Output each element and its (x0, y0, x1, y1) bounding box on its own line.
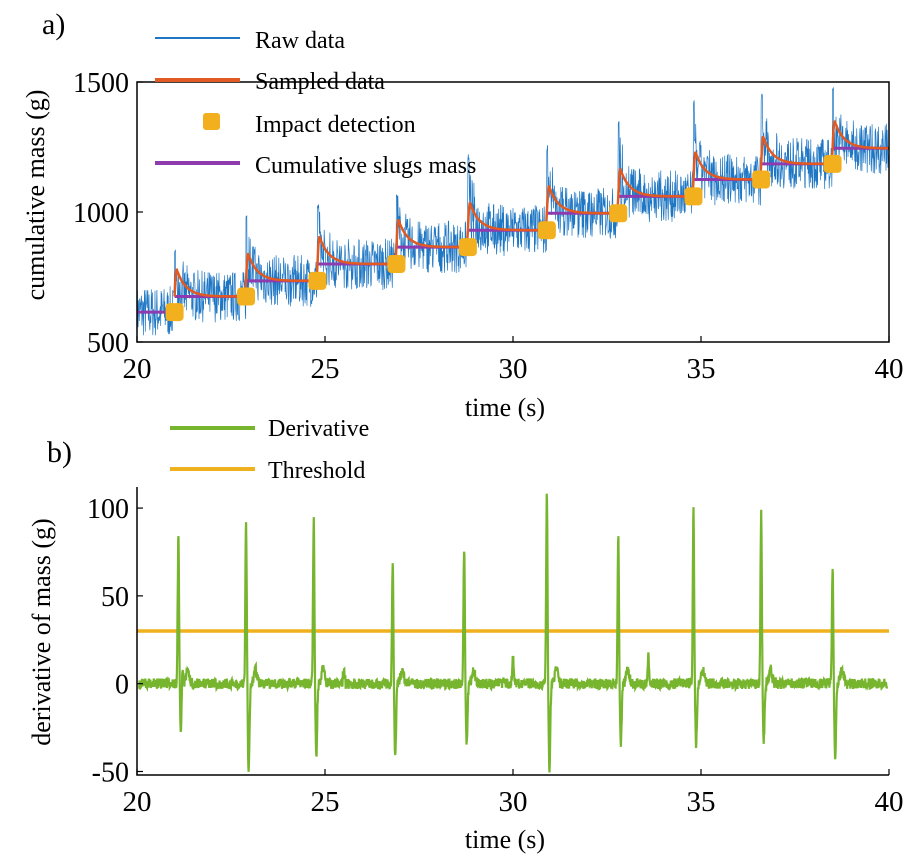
impact-marker (237, 287, 256, 306)
panel-a-x-tick-label: 35 (687, 353, 716, 385)
panel-a-label: a) (42, 8, 65, 41)
legend-threshold-label: Threshold (268, 458, 365, 484)
panel-a-x-tick-label: 40 (875, 353, 904, 385)
panel-a-x-tick-label: 25 (311, 353, 340, 385)
series-derivative (138, 493, 889, 773)
legend-impact-detection-marker (203, 113, 220, 130)
impact-marker (684, 187, 703, 206)
legend-derivative-label: Derivative (268, 416, 369, 442)
legend-slugs-mass-label: Cumulative slugs mass (255, 153, 476, 179)
panel-a-y-ticks: 500 1000 1500 (73, 68, 143, 359)
panel-b-x-tick-label: 20 (123, 786, 152, 818)
panel-b-x-tick-label: 35 (687, 786, 716, 818)
impact-marker (308, 271, 327, 290)
panel-a-y-tick-label: 500 (87, 328, 129, 359)
series-sampled-data (173, 120, 889, 298)
panel-a-x-ticks: 20 25 30 35 40 (123, 336, 904, 385)
panel-b-legend: Derivative Threshold (170, 416, 369, 484)
panel-b-x-ticks: 20 25 30 35 40 (123, 769, 904, 818)
impact-marker (165, 303, 184, 322)
panel-b-y-axis-label: derivative of mass (g) (27, 518, 56, 745)
impact-marker (823, 154, 842, 173)
panel-a-x-tick-label: 20 (123, 353, 152, 385)
impact-marker (537, 221, 556, 240)
panel-b-y-tick-label: 0 (115, 670, 129, 701)
panel-b-y-tick-label: 50 (101, 582, 129, 613)
panel-a-y-tick-label: 1500 (73, 68, 129, 99)
impact-marker (387, 255, 406, 273)
panel-b-label: b) (47, 436, 72, 469)
panel-b-y-ticks: -50 0 50 100 (87, 494, 143, 788)
panel-b-x-tick-label: 30 (499, 786, 528, 818)
panel-a-x-tick-label: 30 (499, 353, 528, 385)
panel-b-x-axis-label: time (s) (465, 825, 545, 854)
panel-a-x-axis-label: time (s) (465, 393, 545, 422)
panel-a-plot-area (136, 87, 890, 339)
panel-a-legend: Raw data Sampled data Impact detection C… (155, 28, 476, 179)
panel-a-y-tick-label: 1000 (73, 198, 129, 229)
panel-b: b) 20 25 30 35 40 -50 0 50 100 time (s) derivat… (27, 416, 904, 854)
legend-raw-data-label: Raw data (255, 28, 345, 54)
panel-b-y-tick-label: -50 (92, 757, 129, 788)
impact-marker (609, 204, 628, 223)
legend-impact-detection-label: Impact detection (255, 112, 416, 138)
panel-b-plot-area (137, 493, 889, 773)
panel-b-x-tick-label: 25 (311, 786, 340, 818)
panel-b-y-tick-label: 100 (87, 494, 129, 525)
legend-sampled-data-label: Sampled data (255, 69, 385, 95)
panel-a-y-axis-label: cumulative mass (g) (21, 90, 50, 301)
impact-marker (752, 170, 771, 189)
impact-marker (458, 238, 477, 257)
panel-a: a) 20 25 30 35 40 500 1000 1500 time (s) cumul… (21, 8, 904, 422)
panel-b-x-tick-label: 40 (875, 786, 904, 818)
